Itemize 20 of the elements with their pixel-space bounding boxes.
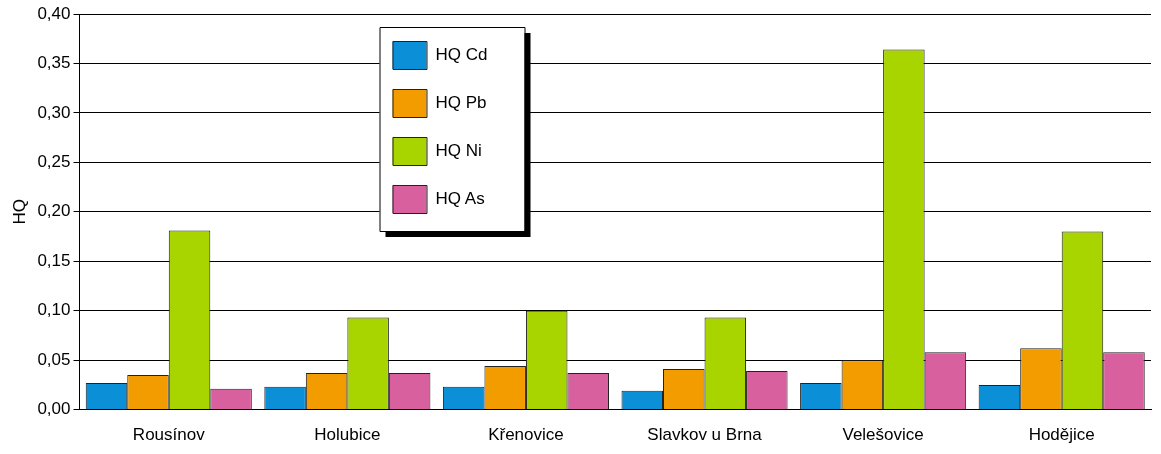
x-tick-label: Velešovice	[842, 425, 924, 445]
legend-label: HQ As	[435, 188, 485, 208]
x-tick-label: Rousínov	[132, 425, 206, 445]
y-axis-title: HQ	[9, 199, 29, 225]
x-tick-label: Slavkov u Brna	[647, 425, 763, 445]
y-tick-label: 0,35	[37, 53, 71, 73]
y-tick-label: 0,15	[37, 250, 71, 270]
x-tick-label: Křenovice	[488, 425, 564, 445]
x-tick-label: Holubice	[314, 425, 381, 445]
y-tick-label: 0,05	[37, 349, 71, 369]
legend-label: HQ Pb	[435, 92, 487, 112]
y-tick-label: 0,00	[37, 399, 71, 419]
y-tick-label: 0,40	[37, 3, 71, 23]
x-tick-label: Hodějice	[1028, 425, 1095, 445]
legend-label: HQ Cd	[435, 44, 488, 64]
y-tick-label: 0,25	[37, 152, 71, 172]
y-tick-label: 0,20	[37, 201, 71, 221]
legend-label: HQ Ni	[435, 140, 482, 160]
y-tick-label: 0,30	[37, 102, 71, 122]
y-tick-label: 0,10	[37, 300, 71, 320]
